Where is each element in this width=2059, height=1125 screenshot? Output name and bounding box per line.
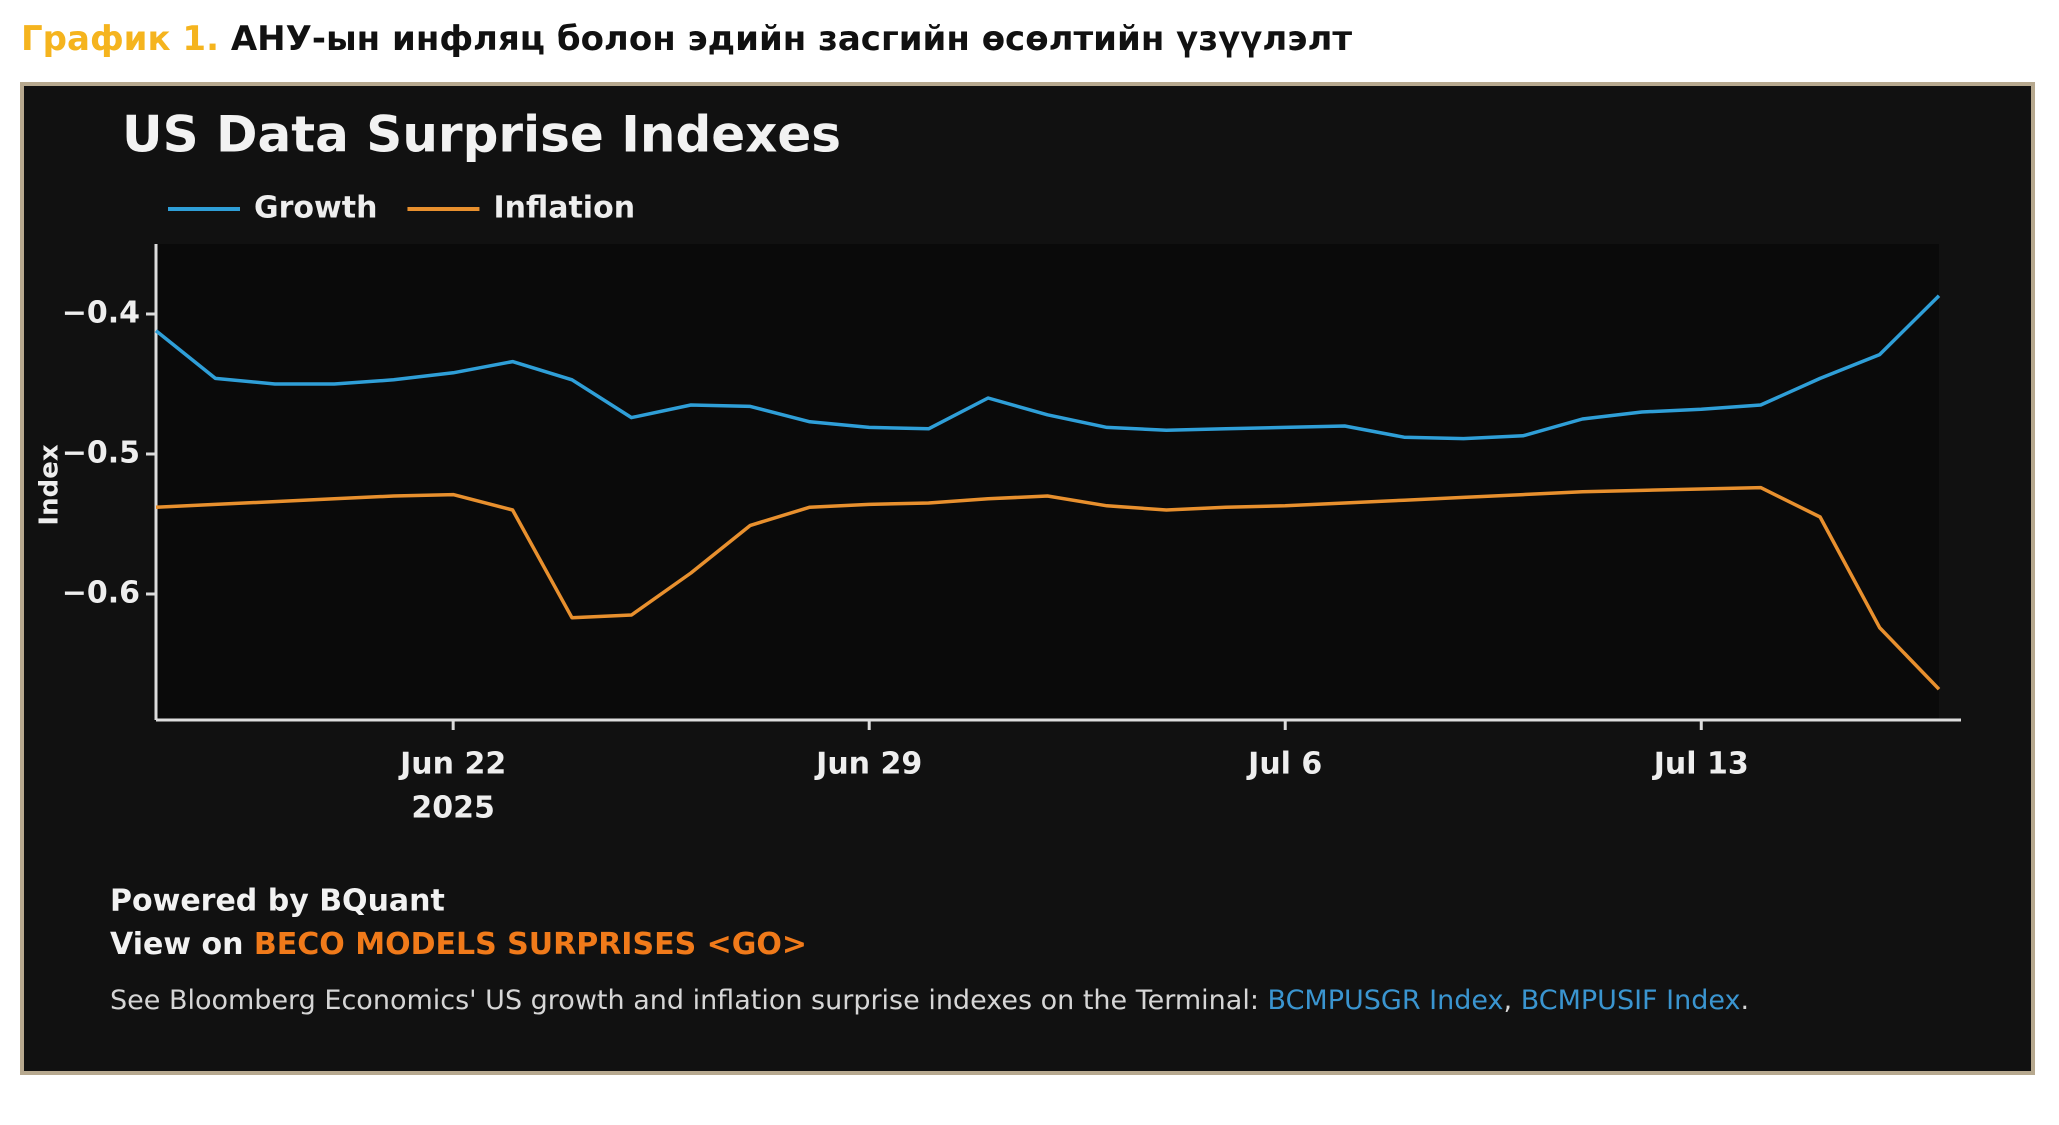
- plot-area: [156, 244, 1939, 720]
- series-line: [154, 294, 1941, 441]
- x-tick-label: Jun 22: [398, 747, 506, 782]
- note: See Bloomberg Economics' US growth and i…: [110, 985, 1749, 1016]
- separator: ,: [1504, 985, 1513, 1016]
- chart-title: US Data Surprise Indexes: [122, 106, 841, 164]
- legend-label: Growth: [254, 191, 377, 226]
- link[interactable]: BCMPUSGR Index: [1268, 985, 1504, 1016]
- note-text: See Bloomberg Economics' US growth and i…: [110, 985, 1259, 1016]
- y-axis-label: Index: [35, 444, 65, 525]
- x-year-label: 2025: [411, 791, 495, 826]
- y-tick-label: −0.4: [62, 296, 140, 331]
- legend-label: Inflation: [493, 191, 635, 226]
- header-title: АНУ-ын инфляц болон эдийн засгийн өсөлти…: [231, 19, 1353, 59]
- y-tick-label: −0.6: [62, 576, 140, 611]
- x-tick-label: Jul 13: [1652, 747, 1749, 782]
- view-link[interactable]: BECO MODELS SURPRISES <GO>: [254, 927, 807, 962]
- view-on: View on BECO MODELS SURPRISES <GO>: [110, 927, 807, 962]
- powered-by: Powered by BQuant: [110, 884, 445, 919]
- end: .: [1741, 985, 1750, 1016]
- header: График 1. АНУ-ын инфляц болон эдийн засг…: [21, 19, 1352, 59]
- view-prefix: View on: [110, 927, 243, 962]
- series-line: [155, 485, 1941, 691]
- x-tick-label: Jul 6: [1246, 747, 1322, 782]
- plot: −0.4 −0.5 −0.6 Jun 22 2025 Jun 29 Jul 6 Jul 13 G…: [62, 191, 1961, 826]
- y-tick-label: −0.5: [62, 436, 140, 471]
- header-label: График 1.: [21, 19, 219, 59]
- x-tick-label: Jun 29: [814, 747, 922, 782]
- link[interactable]: BCMPUSIF Index: [1521, 985, 1741, 1016]
